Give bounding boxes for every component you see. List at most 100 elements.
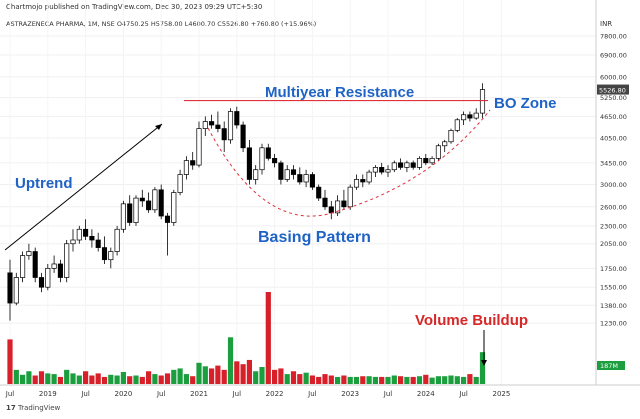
candle-body [209, 121, 215, 126]
volume-bar [454, 376, 460, 384]
candle-body [152, 189, 158, 211]
candle-body [51, 263, 57, 269]
volume-bar [278, 368, 284, 384]
candle-body [76, 228, 82, 241]
candle-body [398, 162, 404, 168]
candle-body [416, 158, 423, 168]
candle-body [265, 147, 271, 159]
volume-bar [108, 374, 114, 384]
candle-body [234, 111, 240, 126]
volume-bar [45, 373, 51, 384]
volume-bar [183, 374, 189, 384]
volume-bars [7, 292, 486, 384]
candle-body [114, 228, 120, 252]
volume-bar [391, 375, 397, 384]
volume-bar [385, 376, 391, 384]
uptrend-label: Uptrend [15, 175, 73, 192]
volume-bar [379, 376, 385, 384]
candle-body [177, 174, 183, 193]
volume-bar [171, 369, 177, 384]
volume-bar [13, 369, 19, 384]
volume-bar [284, 374, 290, 384]
tradingview-brand: 17 TradingView [6, 404, 60, 412]
candle-body [26, 251, 32, 256]
bo-zone-label: BO Zone [494, 95, 557, 112]
basing-pattern-label: Basing Pattern [258, 229, 371, 246]
volume-bar [398, 376, 404, 384]
candle-body [316, 186, 322, 199]
volume-bar [89, 375, 95, 384]
volume-bar [133, 375, 139, 384]
time-tick-label: Jul [232, 390, 242, 398]
candle-body [89, 235, 95, 241]
candle-body [410, 162, 416, 168]
candle-body [278, 162, 284, 180]
candle-body [385, 169, 391, 173]
time-tick-label: Jul [156, 390, 166, 398]
candle-body [454, 119, 460, 131]
candle-body [328, 206, 334, 214]
candle-body [259, 147, 265, 171]
candle-body [83, 228, 89, 237]
volume-bar [366, 376, 372, 384]
candle-body [479, 89, 486, 114]
volume-bar [177, 368, 183, 384]
price-tick-label: 2300.00 [600, 222, 627, 230]
volume-bar [70, 373, 76, 384]
volume-bar [360, 376, 366, 384]
volume-bar [335, 376, 341, 384]
candle-body [391, 162, 397, 171]
time-tick-label: 2021 [190, 390, 208, 398]
volume-bar [146, 371, 152, 384]
volume-bar [410, 376, 416, 384]
time-tick-label: 2020 [114, 390, 132, 398]
candle-body [379, 167, 385, 173]
candle-body [240, 124, 246, 149]
volume-bar [303, 372, 309, 384]
volume-bar [64, 369, 70, 384]
candle-body [190, 160, 196, 166]
candle-body [442, 141, 448, 147]
candle-body [309, 174, 315, 188]
candle-body [404, 162, 410, 168]
resistance-label: Multiyear Resistance [265, 84, 414, 101]
volume-bar [479, 352, 486, 384]
candle-body [101, 247, 108, 261]
candle-body [64, 243, 70, 278]
candle-body [32, 251, 38, 278]
volume-bar [51, 374, 57, 384]
volume-bar [202, 366, 208, 384]
volume-last-label: 187M [600, 362, 618, 370]
time-axis: Jul 2019 Jul 2020 Jul 2021 Jul 2022 Jul 2023 Jul 20… [5, 390, 511, 398]
candle-body [372, 167, 378, 173]
candle-body [284, 169, 290, 180]
candle-body [202, 121, 208, 129]
time-tick-label: Jul [307, 390, 317, 398]
last-price-label: 5526.80 [599, 87, 626, 95]
volume-bar [290, 371, 297, 384]
candle-body [429, 158, 435, 164]
time-tick-label: Jul [383, 390, 393, 398]
volume-bar [423, 374, 429, 384]
candle-body [246, 147, 252, 180]
volume-bar [259, 367, 265, 384]
candle-body [158, 189, 164, 217]
candle-body [146, 200, 152, 211]
volume-bar [26, 371, 32, 384]
volume-bar [196, 362, 202, 384]
volume-bar [83, 371, 89, 384]
volume-bar [328, 375, 334, 384]
volume-buildup-label: Volume Buildup [415, 312, 528, 329]
volume-bar [467, 374, 473, 384]
brand-label: TradingView [17, 404, 61, 412]
time-tick-label: 2019 [39, 390, 57, 398]
volume-pointer-arrow-icon [481, 360, 487, 366]
candle-body [360, 179, 366, 183]
volume-bar [347, 376, 353, 384]
candle-body [347, 186, 353, 208]
time-tick-label: Jul [5, 390, 15, 398]
time-tick-label: 2025 [492, 390, 510, 398]
candle-body [297, 174, 303, 183]
